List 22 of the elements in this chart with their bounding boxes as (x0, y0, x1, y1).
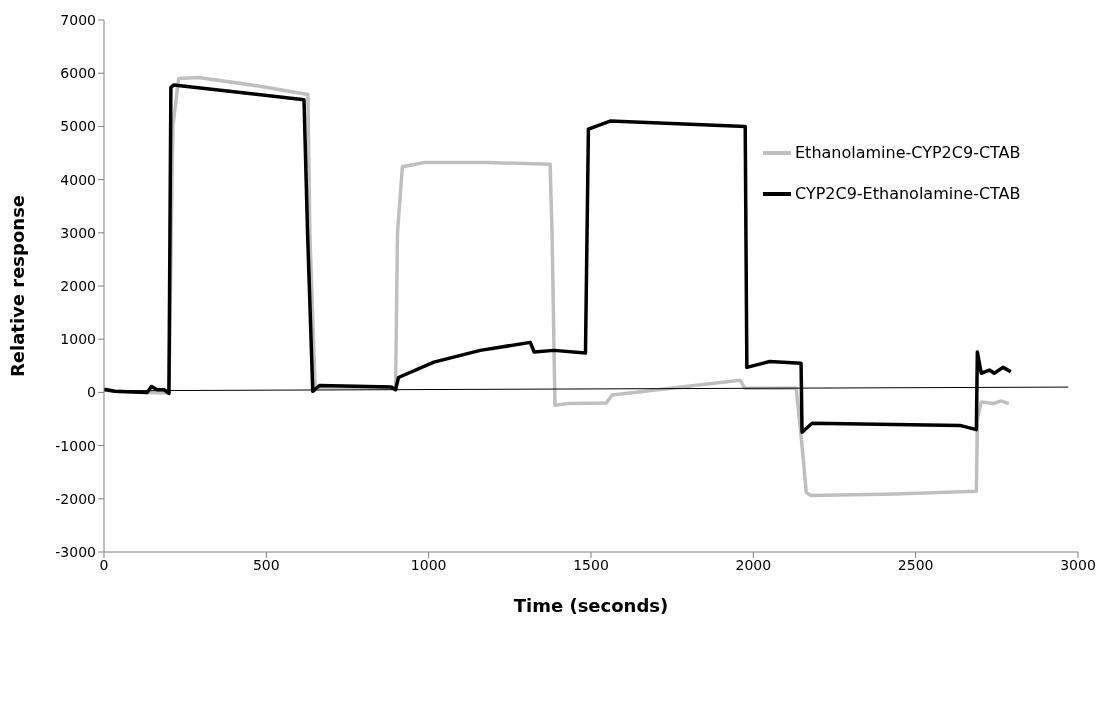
x-tick-label: 1500 (573, 556, 609, 573)
y-tick-label: 1000 (60, 331, 96, 348)
y-tick-label: 5000 (60, 118, 96, 135)
y-tick-label: -2000 (55, 490, 96, 507)
y-tick-label: 0 (87, 384, 96, 401)
x-tick-label: 500 (252, 556, 280, 573)
y-tick-label: -3000 (55, 543, 96, 560)
legend-label: CYP2C9-Ethanolamine-CTAB (795, 184, 1021, 203)
x-tick-label: 2000 (735, 556, 772, 573)
y-tick-label: -1000 (55, 437, 96, 454)
legend-label: Ethanolamine-CYP2C9-CTAB (795, 143, 1021, 162)
x-tick-label: 1000 (410, 556, 447, 573)
y-tick-label: 4000 (60, 171, 96, 188)
x-axis-title: Time (seconds) (513, 595, 669, 616)
x-tick-label: 2500 (897, 556, 934, 573)
y-tick-label: 2000 (60, 277, 96, 294)
y-axis-title: Relative response (7, 194, 29, 378)
y-tick-label: 7000 (60, 11, 96, 28)
x-tick-label: 3000 (1060, 556, 1096, 573)
x-tick-label: 0 (99, 556, 109, 573)
y-tick-label: 3000 (60, 224, 96, 241)
y-tick-label: 6000 (60, 65, 96, 82)
